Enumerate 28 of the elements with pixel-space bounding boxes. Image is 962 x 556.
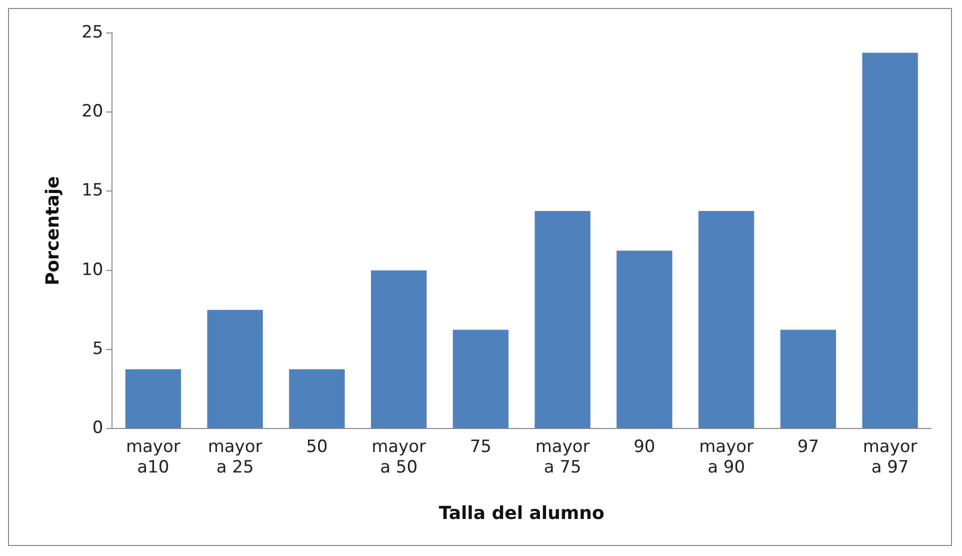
x-tick-label: mayor a 97: [862, 437, 918, 478]
bar: [698, 211, 754, 428]
x-tick-label: 75: [470, 437, 492, 458]
x-tick-label: 97: [797, 437, 820, 458]
y-tick-label: 5: [92, 338, 104, 359]
x-tick-label: mayor a10: [126, 437, 180, 478]
bar: [534, 211, 590, 428]
bar: [452, 330, 509, 428]
bar: [289, 369, 345, 428]
x-tick-label: mayor a 75: [535, 437, 590, 478]
y-tick-label: 0: [92, 418, 104, 438]
x-tick-label: 50: [306, 437, 328, 458]
x-tick-label: 90: [634, 437, 656, 458]
x-tick-label: mayor a 50: [372, 437, 426, 478]
y-axis-title: Porcentaje: [42, 176, 64, 286]
bar: [370, 270, 427, 428]
y-tick-label: 15: [82, 180, 104, 201]
bar: [616, 250, 672, 428]
bar: [125, 369, 182, 428]
bar: [862, 52, 918, 428]
x-tick-label: mayor a 25: [208, 437, 262, 478]
y-tick-label: 10: [82, 260, 104, 280]
bar: [780, 330, 836, 428]
x-tick-label: mayor a 90: [699, 437, 754, 478]
bar: [207, 310, 263, 428]
y-tick-label: 20: [82, 102, 104, 122]
y-tick-label: 25: [82, 22, 104, 42]
x-axis-title: Talla del alumno: [438, 502, 604, 524]
